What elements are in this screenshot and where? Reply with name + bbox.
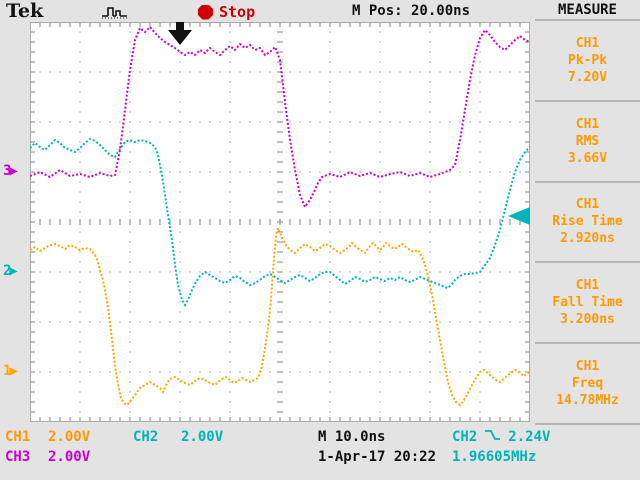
measurement-source: CH1 <box>575 35 600 51</box>
ch1-scale-label: CH1 <box>5 429 31 445</box>
measurement-type: Rise Time <box>552 214 623 230</box>
channel-marker-gutter: 1▶ 2▶ 3▶ <box>0 0 30 480</box>
measurement-type: RMS <box>575 133 600 149</box>
bottom-readout-bar: CH1 2.00V CH2 2.00V M 10.0ns CH2 2.24V C… <box>0 425 640 480</box>
ch3-scale-label: CH3 <box>5 449 31 465</box>
trigger-source-label: CH2 <box>452 429 478 445</box>
measurement-type: Fall Time <box>552 295 623 311</box>
measurement-source: CH1 <box>575 116 600 132</box>
measurement-source: CH1 <box>575 197 600 213</box>
ch3-trace <box>30 25 530 210</box>
measurement-source: CH1 <box>575 278 600 294</box>
readout-row-1: CH1 2.00V CH2 2.00V M 10.0ns CH2 2.24V <box>0 429 640 446</box>
measurement-block-rms[interactable]: CH1 RMS 3.66V <box>535 102 640 183</box>
horizontal-position-readout: M Pos: 20.00ns <box>352 3 471 19</box>
waveform-display <box>30 22 530 422</box>
datetime-label: 1-Apr-17 20:22 <box>318 449 437 465</box>
trigger-frequency-readout: 1.96605MHz <box>452 449 537 465</box>
measurement-value: 14.78MHz <box>556 393 619 409</box>
readout-row-2: CH3 2.00V 1-Apr-17 20:22 1.96605MHz <box>0 449 640 466</box>
measurement-type: Pk-Pk <box>567 52 608 68</box>
stop-icon <box>198 4 213 20</box>
ch2-scale-label: CH2 <box>133 429 159 445</box>
timebase-readout: M 10.0ns <box>318 429 386 445</box>
tek-logo: Tek <box>6 0 44 22</box>
acquisition-status: Stop <box>198 3 255 21</box>
ch2-scale-value: 2.00V <box>181 429 224 445</box>
measurement-source: CH1 <box>575 359 600 375</box>
measure-menu-title: MEASURE <box>535 0 640 21</box>
measurement-value: 2.920ns <box>560 231 615 247</box>
trigger-level-marker[interactable] <box>508 207 530 225</box>
falling-edge-icon <box>484 429 501 445</box>
measurement-block-rise-time[interactable]: CH1 Rise Time 2.920ns <box>535 183 640 264</box>
graticule-panel <box>30 22 530 422</box>
measurement-value: 7.20V <box>567 69 608 85</box>
measurement-block-fall-time[interactable]: CH1 Fall Time 3.200ns <box>535 263 640 345</box>
ch2-zero-marker[interactable]: 2▶ <box>3 263 18 279</box>
ch2-trace <box>30 137 530 307</box>
measurement-type: Freq <box>571 376 604 392</box>
stop-label: Stop <box>219 3 256 21</box>
trigger-waveform-icon <box>100 4 138 23</box>
ch1-scale-value: 2.00V <box>48 429 91 445</box>
ch1-trace <box>30 224 530 407</box>
ch3-scale-value: 2.00V <box>48 449 91 465</box>
top-status-bar: Tek Stop M Pos: 20.00ns <box>0 0 640 22</box>
trigger-position-marker[interactable] <box>168 22 192 45</box>
measurement-block-freq[interactable]: CH1 Freq 14.78MHz <box>535 344 640 425</box>
measure-menu: MEASURE CH1 Pk-Pk 7.20V CH1 RMS 3.66V CH… <box>535 0 640 425</box>
measurement-block-pkpk[interactable]: CH1 Pk-Pk 7.20V <box>535 21 640 102</box>
measurement-list: CH1 Pk-Pk 7.20V CH1 RMS 3.66V CH1 Rise T… <box>535 21 640 425</box>
trigger-level-value: 2.24V <box>508 429 551 445</box>
ch3-zero-marker[interactable]: 3▶ <box>3 163 18 179</box>
trigger-readout: CH2 2.24V <box>452 429 550 445</box>
measurement-value: 3.66V <box>567 150 608 166</box>
measurement-value: 3.200ns <box>560 312 615 328</box>
ch1-zero-marker[interactable]: 1▶ <box>3 363 18 379</box>
